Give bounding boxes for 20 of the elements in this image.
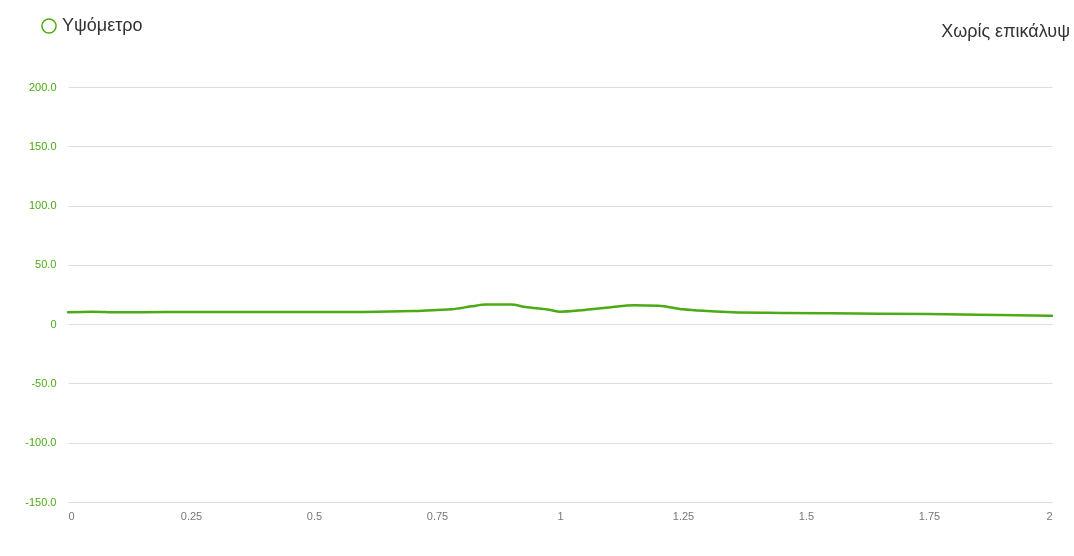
y-tick-label: 200.0 bbox=[28, 80, 57, 93]
legend-label: Υψόμετρο bbox=[62, 15, 143, 35]
y-tick-label: 100.0 bbox=[28, 199, 57, 212]
x-tick-label: 0.25 bbox=[180, 509, 203, 522]
x-tick-label: 0 bbox=[68, 509, 75, 522]
y-tick-label: 150.0 bbox=[28, 139, 57, 152]
x-tick-label: 1.25 bbox=[672, 509, 695, 522]
x-tick-label: 1.5 bbox=[798, 509, 815, 522]
y-tick-label: -150.0 bbox=[25, 495, 57, 508]
x-tick-label: 1 bbox=[557, 509, 564, 522]
x-tick-label: 1.75 bbox=[918, 509, 941, 522]
y-tick-label: 50.0 bbox=[35, 258, 57, 271]
y-tick-label: 0 bbox=[50, 317, 57, 330]
x-tick-label: 0.5 bbox=[306, 509, 323, 522]
x-tick-label: 2 bbox=[1046, 509, 1053, 522]
y-tick-label: -50.0 bbox=[31, 376, 57, 389]
y-tick-label: -100.0 bbox=[25, 436, 57, 449]
text: Χωρίς επικάλυψ bbox=[941, 21, 1070, 41]
x-tick-label: 0.75 bbox=[426, 509, 449, 522]
line-series bbox=[66, 303, 1054, 318]
